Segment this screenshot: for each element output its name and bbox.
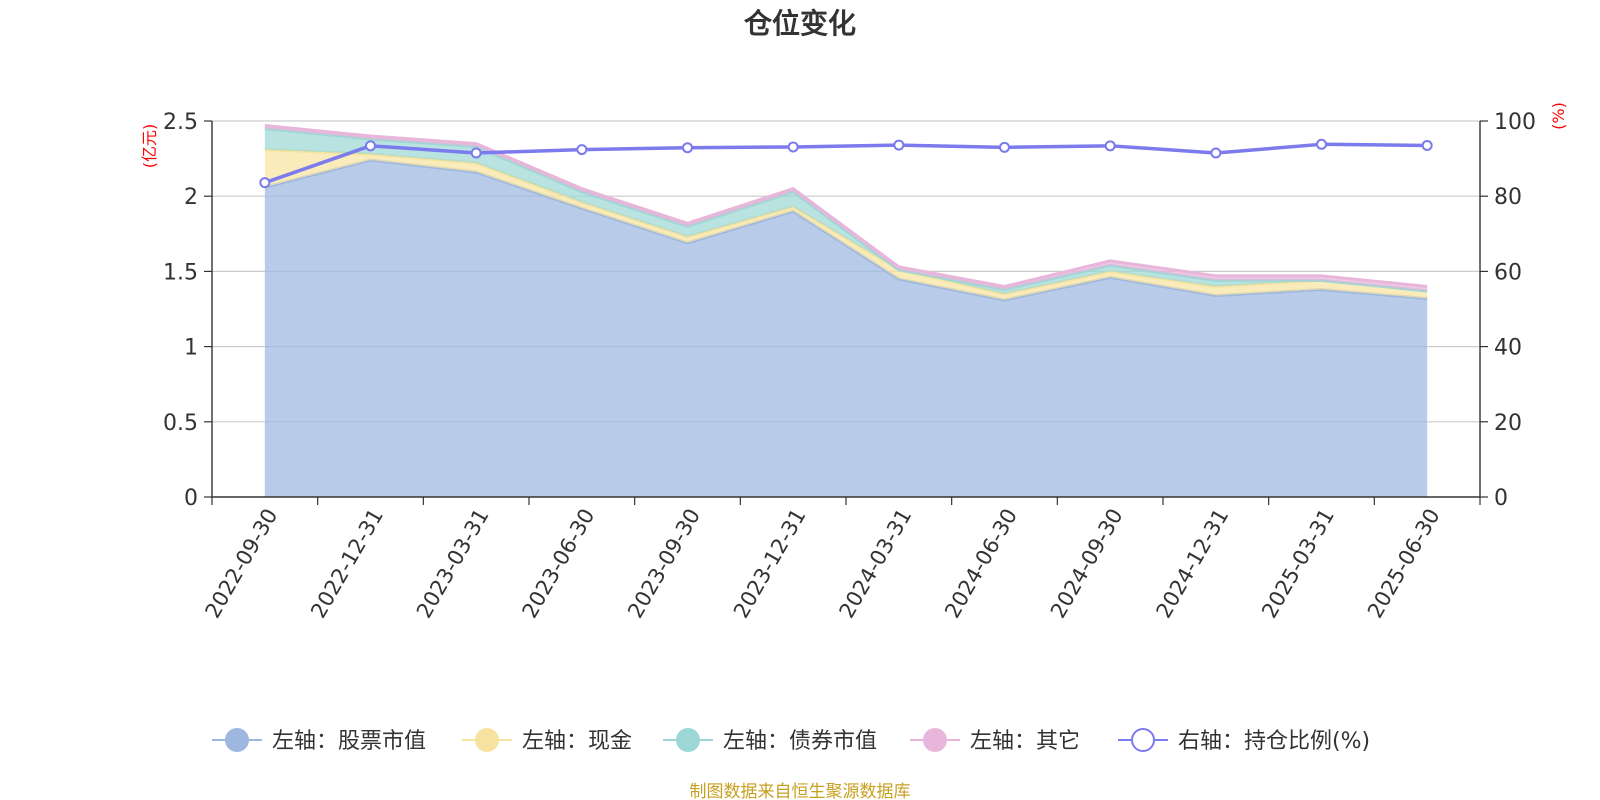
- legend-label: 左轴：其它: [970, 729, 1080, 754]
- left-axis-unit: (亿元): [140, 124, 159, 169]
- ratio-point: [259, 177, 271, 189]
- x-tick-label: 2024-06-30: [940, 505, 1022, 623]
- ratio-point: [787, 141, 799, 153]
- legend-label: 左轴：债券市值: [723, 729, 877, 754]
- ratio-point: [1316, 138, 1327, 150]
- ratio-point: [470, 147, 482, 159]
- ratio-point: [1104, 140, 1116, 152]
- legend-item-stock[interactable]: 左轴：股票市值: [212, 728, 426, 754]
- x-tick-label: 2024-12-31: [1152, 505, 1234, 623]
- ratio-point: [682, 142, 693, 154]
- x-tick-label: 2024-03-31: [835, 504, 917, 622]
- right-tick-label: 20: [1494, 411, 1522, 436]
- legend-label: 左轴：现金: [522, 729, 632, 754]
- x-tick-label: 2023-06-30: [518, 505, 600, 623]
- left-tick-label: 2: [184, 185, 198, 210]
- legend[interactable]: 左轴：股票市值 左轴：现金 左轴：债券市值 左轴：其它 右轴：持仓比例(%): [212, 728, 1370, 754]
- x-tick-label: 2025-03-31: [1257, 505, 1339, 623]
- other-area-edge: [264, 124, 1428, 288]
- legend-label: 左轴：股票市值: [272, 729, 426, 754]
- x-tick-label: 2023-12-31: [729, 505, 811, 623]
- left-tick-label: 1: [184, 336, 198, 361]
- x-tick-label: 2023-09-30: [623, 505, 705, 623]
- ratio-point: [576, 144, 588, 156]
- legend-hollow-circle-icon: [1131, 728, 1155, 752]
- ratio-point: [1421, 139, 1433, 151]
- right-tick-label: 40: [1494, 336, 1522, 361]
- right-tick-label: 60: [1494, 260, 1522, 285]
- left-tick-label: 1.5: [163, 260, 198, 285]
- ratio-line-path: [264, 142, 1428, 185]
- chart-title: 仓位变化: [744, 7, 856, 40]
- x-tick-label: 2023-03-31: [412, 504, 494, 622]
- stock-area-edge: [264, 158, 1428, 302]
- left-tick-label: 2.5: [163, 110, 198, 135]
- x-tick-label: 2022-12-31: [306, 505, 388, 623]
- ratio-point: [999, 141, 1010, 153]
- legend-circle-icon: [475, 728, 499, 752]
- legend-circle-icon: [225, 728, 249, 752]
- legend-item-other[interactable]: 左轴：其它: [910, 728, 1080, 754]
- stock-area: [264, 160, 1428, 497]
- right-tick-label: 80: [1494, 185, 1522, 210]
- x-tick-label: 2025-06-30: [1363, 505, 1445, 623]
- legend-label: 右轴：持仓比例(%): [1178, 729, 1370, 754]
- legend-circle-icon: [923, 728, 947, 752]
- source-note: 制图数据来自恒生聚源数据库: [690, 782, 911, 800]
- right-tick-label: 0: [1494, 486, 1508, 511]
- x-tick-label: 2024-09-30: [1046, 505, 1128, 623]
- cash-area: [264, 149, 1428, 300]
- left-tick-label: 0: [184, 486, 198, 511]
- ratio-point: [365, 140, 376, 152]
- ratio-point: [893, 139, 905, 151]
- legend-item-ratio[interactable]: 右轴：持仓比例(%): [1118, 728, 1370, 754]
- legend-circle-icon: [676, 728, 700, 752]
- legend-item-bond[interactable]: 左轴：债券市值: [663, 728, 877, 754]
- right-axis-unit: (%): [1549, 102, 1568, 130]
- ratio-point: [1210, 147, 1222, 159]
- left-tick-label: 0.5: [163, 411, 198, 436]
- stacked-areas: [264, 124, 1428, 497]
- x-tick-label: 2022-09-30: [201, 505, 283, 623]
- legend-item-cash[interactable]: 左轴：现金: [462, 728, 632, 754]
- right-tick-label: 100: [1494, 110, 1536, 135]
- ratio-line: [259, 138, 1433, 189]
